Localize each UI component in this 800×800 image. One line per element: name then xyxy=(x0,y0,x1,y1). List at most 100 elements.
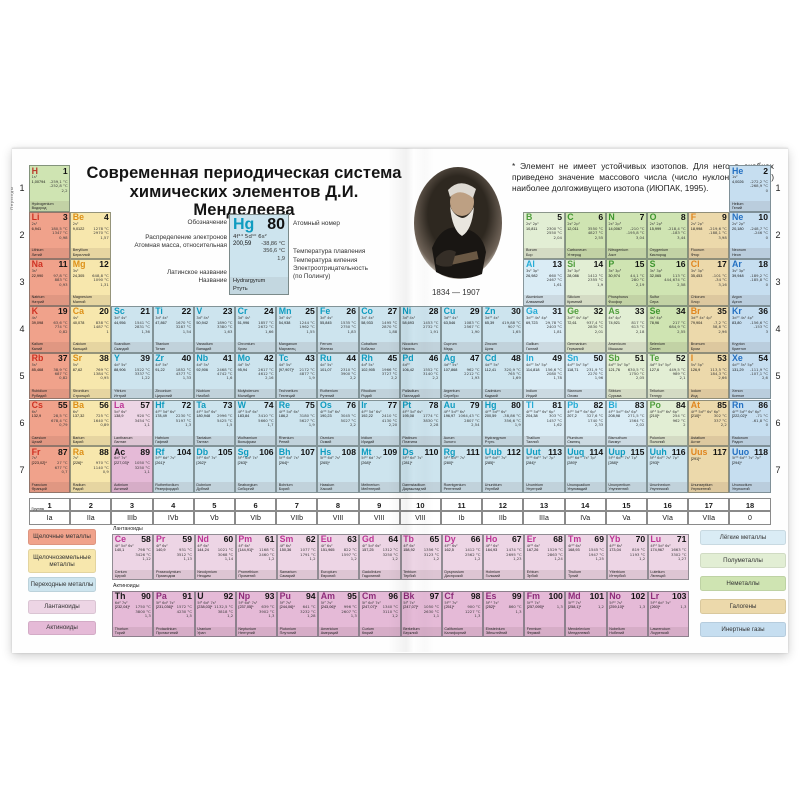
element-config: 5f¹⁴ 6d¹⁰ 7s² 7p³ xyxy=(608,456,638,461)
element-russian-name: Бор xyxy=(525,252,533,257)
element-names: Lithium Литий xyxy=(30,247,70,258)
element-names: Hydrargyrum Ртуть xyxy=(483,435,523,446)
element-number: 42 xyxy=(264,353,274,364)
element-mass: 79,904 xyxy=(690,320,703,325)
element-cell-Sc: Sc 21 3d¹ 4s² 44,956 1541 °C 2831 °C 1,36 Scand… xyxy=(111,305,153,353)
element-names: Vanadium Ванадий xyxy=(194,341,234,352)
element-latin-name: Scandium xyxy=(113,342,131,347)
element-number: 27 xyxy=(387,306,398,317)
element-symbol: Np xyxy=(238,591,251,601)
element-properties: -7,2 °C 58,8 °C 2,96 xyxy=(712,319,727,334)
group-symbol-7: VIIb xyxy=(276,511,318,525)
element-mass: [252]* xyxy=(485,605,496,610)
element-cell-Zr: Zr 40 4d² 5s² 91,22 1852 °C 4377 °C 1,33 Zircon… xyxy=(152,352,194,400)
element-latin-name: Rhenium xyxy=(278,436,294,441)
element-russian-name: Дармштадтий xyxy=(402,487,427,492)
element-names: Platinum Платина xyxy=(400,435,440,446)
element-properties: 44,1 °C 280 °C 2,19 xyxy=(630,272,645,287)
element-number: 36 xyxy=(758,306,768,317)
element-number: 18 xyxy=(758,259,768,270)
group-number-11: 11 xyxy=(441,497,483,511)
element-cell-Ga: Ga 31 3d¹⁰ 4s² 4p¹ 69,723 29,78 °C 2403 °C 1,8… xyxy=(523,305,565,353)
element-number: 100 xyxy=(548,591,563,601)
element-mass: [264]* xyxy=(278,461,289,466)
element-latin-name: Zirconium xyxy=(155,389,172,394)
element-properties: 29,78 °C 2403 °C 1,81 xyxy=(545,319,562,334)
element-config: 5f³ 6d¹ 7s² xyxy=(197,600,217,605)
element-names: Dubnium Дубний xyxy=(194,482,234,493)
element-russian-name: Серебро xyxy=(443,393,459,398)
element-number: 19 xyxy=(58,306,68,317)
element-mass: 138,9 xyxy=(113,414,124,419)
element-number: 4 xyxy=(104,212,109,223)
element-number: 87 xyxy=(58,446,68,457)
element-number: 51 xyxy=(634,353,645,364)
element-latin-name: Stibium xyxy=(608,389,621,394)
element-config: 4f¹⁴ 5d⁷ 6s² xyxy=(361,409,382,414)
group-symbol-4: IVb xyxy=(152,511,194,525)
element-symbol: K xyxy=(31,306,38,317)
element-russian-name: Унуноктий xyxy=(731,487,750,492)
element-mass: 1,00794 xyxy=(31,179,46,184)
element-names: Ununhexium Унунгексий xyxy=(648,482,688,493)
element-mass: 196,97 xyxy=(443,414,456,419)
element-mass: [285]* xyxy=(484,461,495,466)
element-number: 66 xyxy=(470,534,481,544)
element-latin-name: Hydrogenium xyxy=(31,201,54,206)
element-symbol: Sn xyxy=(567,353,579,364)
element-config: 4d¹⁰ 5s² 5p² xyxy=(567,362,589,367)
element-number: 104 xyxy=(176,446,192,457)
element-names: Cobaltum Кобальт xyxy=(359,341,399,352)
element-number: 78 xyxy=(428,400,439,410)
element-russian-name: Полоний xyxy=(649,440,665,445)
element-names: Ununtrium Унунтрий xyxy=(524,482,564,493)
element-names: Ruthenium Рутений xyxy=(318,388,358,399)
element-russian-name: Бериллий xyxy=(72,252,90,257)
element-latin-name: Hafnium xyxy=(155,436,169,441)
element-properties: 822 °C 1597 °C 1,2 xyxy=(341,547,357,562)
group-symbol-9: VIII xyxy=(358,511,400,525)
group-symbol-16: VIa xyxy=(647,511,689,525)
element-config: 3d³ 4s² xyxy=(196,315,210,320)
element-properties: 819 °C 1193 °C 1,2 xyxy=(629,547,646,562)
element-config: 3d² 4s² xyxy=(155,315,168,320)
element-number: 86 xyxy=(758,400,768,410)
element-properties: 1750 °C 3800 °C 1,3 xyxy=(135,604,151,619)
element-symbol: Db xyxy=(196,446,209,457)
element-config: 4d¹⁰ 5s² 5p⁴ xyxy=(649,362,671,367)
element-names: Strontium Стронций xyxy=(71,388,111,399)
element-number: 3 xyxy=(62,212,68,223)
element-mass: 132,9 xyxy=(31,414,42,419)
element-russian-name: Иод xyxy=(690,393,698,398)
element-symbol: Fm xyxy=(526,591,540,601)
element-symbol: Lr xyxy=(650,591,660,601)
element-symbol: Pa xyxy=(155,591,167,601)
element-cell-Cr: Cr 24 3d⁵ 4s¹ 51,996 1857 °C 2672 °C 1,66 Chrom… xyxy=(235,305,277,353)
element-properties: 2300 °C 2550 °C 2,04 xyxy=(546,225,562,240)
element-properties: 327,6 °C 1740 °C 2,33 xyxy=(586,413,604,428)
element-russian-name: Унунпентий xyxy=(608,487,629,492)
group-number-18: 18 xyxy=(729,497,771,511)
element-properties: 1529 °C 2863 °C 1,24 xyxy=(547,547,563,562)
element-config: 4d⁷ 5s¹ xyxy=(319,362,333,367)
element-mass: [265]* xyxy=(319,461,330,466)
element-properties: 970 °C 1140 °C 0,9 xyxy=(93,460,109,475)
element-names: Borum Бор xyxy=(524,247,564,258)
element-cell-V: V 23 3d³ 4s² 50,942 1890 °C 3380 °C 1,63 Vanadi… xyxy=(193,305,235,353)
element-symbol: Cd xyxy=(484,353,497,364)
element-russian-name: Калифорний xyxy=(444,631,467,636)
element-latin-name: Promethium xyxy=(238,570,259,575)
element-properties: 419,88 °C 907 °C 1,65 xyxy=(501,319,521,334)
element-cell-Rb: Rb 37 5s¹ 85,468 38,9 °C 687 °C 0,82 Rubidium Ру… xyxy=(29,352,71,400)
element-mass: 192,22 xyxy=(361,414,373,419)
element-russian-name: Литий xyxy=(31,252,42,257)
element-symbol: U xyxy=(197,591,204,601)
element-config: 5f¹³ 7s² xyxy=(567,600,582,605)
element-properties: -218,4 °C -183 °C 3,44 xyxy=(667,225,686,240)
group-symbol-1: Ia xyxy=(29,511,71,525)
element-properties: 28,5 °C 678,4 °C 0,79 xyxy=(50,413,68,428)
element-config: 2s² xyxy=(72,221,79,226)
element-properties: 1857 °C 2672 °C 1,66 xyxy=(258,319,274,334)
element-config: 4f¹⁴ 5d³ 6s² xyxy=(196,409,217,414)
element-mass: 18,998 xyxy=(690,226,703,231)
